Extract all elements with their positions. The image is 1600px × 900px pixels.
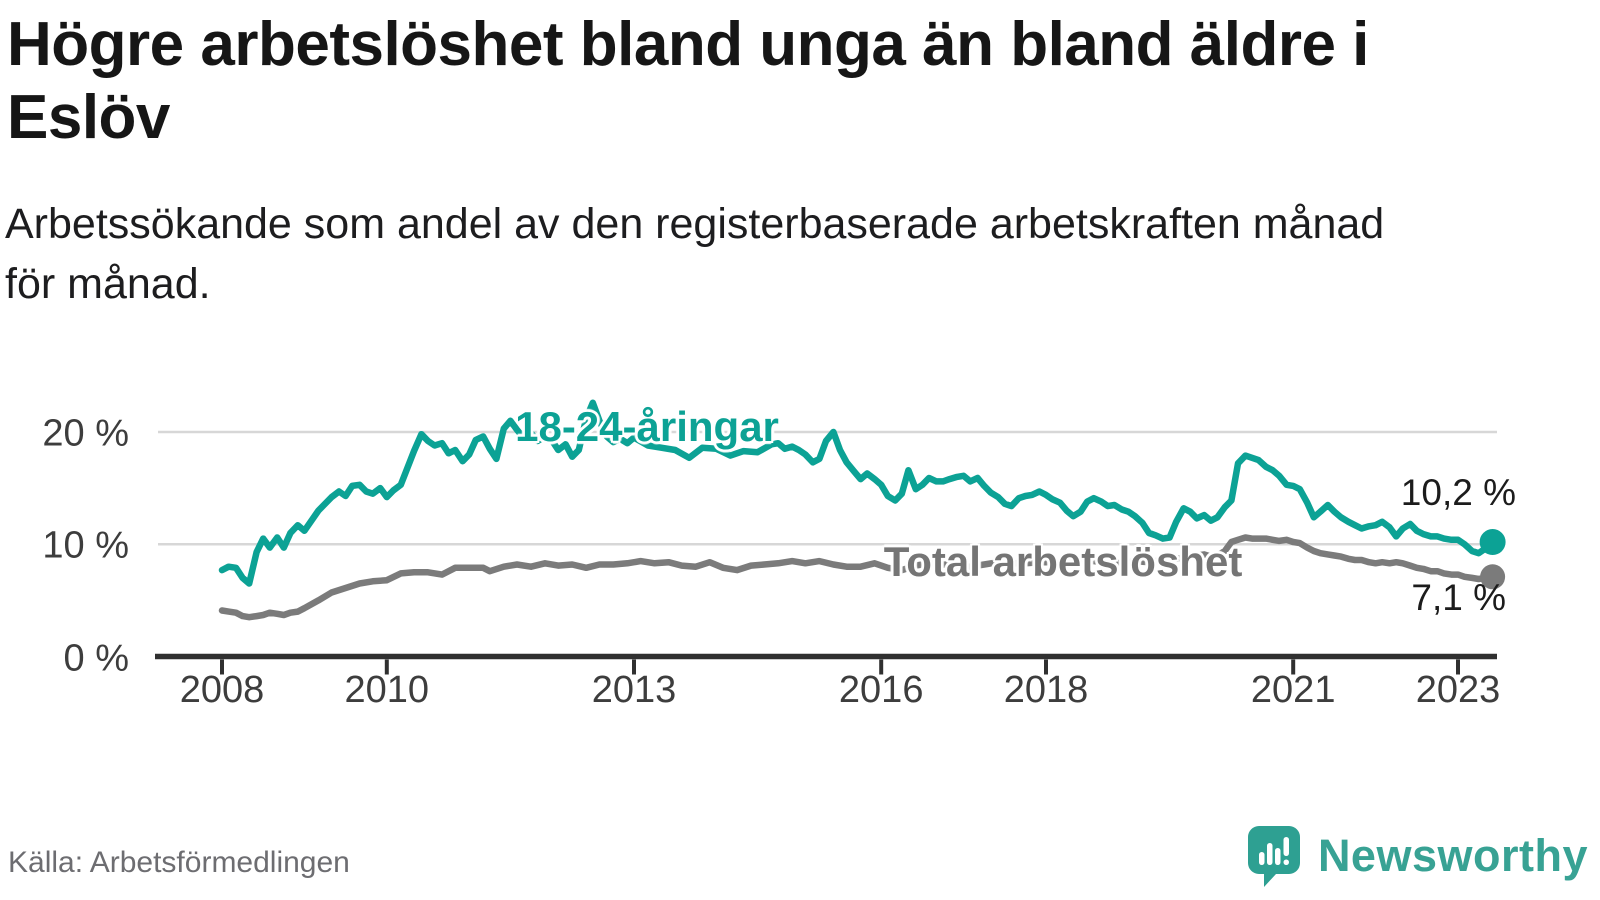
logo-exclamation-icon <box>1283 837 1289 856</box>
newsworthy-logo: Newsworthy <box>1246 824 1588 888</box>
newsworthy-logo-icon <box>1247 826 1300 887</box>
series-line-total <box>218 534 1496 621</box>
x-axis-label: 2023 <box>1415 669 1501 711</box>
page-title-line1: Högre arbetslöshet bland unga än bland ä… <box>7 10 1369 79</box>
page-title: Högre arbetslöshet bland unga än bland ä… <box>7 8 1577 154</box>
series-label-youth: 18-24-åringar <box>515 403 779 450</box>
chart-subtitle-line2: för månad. <box>5 260 211 309</box>
x-axis-label: 2008 <box>179 669 265 711</box>
series-label-total: Total arbetslöshet <box>883 538 1243 585</box>
x-axis-label: 2013 <box>591 669 677 711</box>
series-end-dot-total <box>1480 564 1506 590</box>
series-line-youth <box>218 399 1496 587</box>
x-axis-label: 2016 <box>838 669 924 711</box>
source-credit: Källa: Arbetsförmedlingen <box>8 846 350 879</box>
x-axis-label: 2021 <box>1250 669 1336 711</box>
end-value-label-total: 7,1 % <box>1411 577 1506 618</box>
chart-subtitle: Arbetssökande som andel av den registerb… <box>5 194 1565 314</box>
chart-subtitle-line1: Arbetssökande som andel av den registerb… <box>5 200 1385 248</box>
y-axis-label: 0 % <box>63 637 129 679</box>
y-axis-label: 20 % <box>42 412 129 455</box>
y-axis-label: 10 % <box>42 524 129 567</box>
newsworthy-logo-text: Newsworthy <box>1317 830 1588 881</box>
end-value-label-youth: 10,2 % <box>1400 472 1516 513</box>
x-axis-label: 2018 <box>1003 669 1089 711</box>
series-end-dot-youth <box>1479 529 1506 556</box>
x-axis-label: 2010 <box>344 669 430 711</box>
page-title-line2: Eslöv <box>7 83 170 153</box>
logo-bar-icon <box>1258 852 1265 865</box>
